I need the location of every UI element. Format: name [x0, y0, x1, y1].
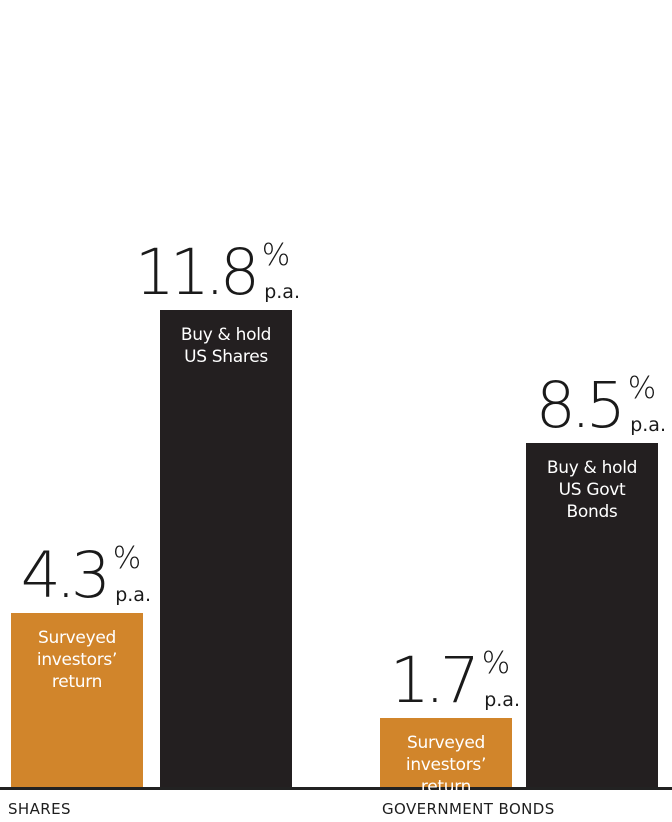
value-per-annum: p.a. [115, 584, 151, 606]
value-per-annum: p.a. [630, 414, 666, 436]
value-percent-sign: % [481, 646, 511, 681]
bar-label-bonds-buy-hold: Buy & hold US Govt Bonds [546, 458, 638, 522]
bar-label-shares-buy-hold: Buy & hold US Shares [180, 325, 272, 367]
value-percent-sign: % [627, 371, 657, 406]
value-number: 4.3 [20, 539, 111, 612]
bar-shares-surveyed: Surveyed investors’ return [11, 613, 143, 787]
value-label-shares-surveyed: 4.3% p.a. [0, 537, 157, 612]
bar-label-shares-surveyed: Surveyed investors’ return [36, 628, 118, 692]
value-label-shares-buy-hold: 11.8% p.a. [106, 234, 306, 309]
value-percent-sign: % [112, 541, 142, 576]
bar-label-bonds-surveyed: Surveyed investors’ return [405, 733, 487, 797]
bar-shares-buy-hold: Buy & hold US Shares [160, 310, 292, 787]
group-label-shares: SHARES [8, 800, 71, 818]
bar-bonds-surveyed: Surveyed investors’ return [380, 718, 512, 797]
bar-bonds-buy-hold: Buy & hold US Govt Bonds [526, 443, 658, 787]
value-percent-sign: % [261, 238, 291, 273]
value-number: 11.8 [134, 236, 260, 309]
value-number: 1.7 [389, 644, 480, 717]
value-label-bonds-buy-hold: 8.5% p.a. [472, 367, 672, 442]
value-label-bonds-surveyed: 1.7% p.a. [326, 642, 526, 717]
value-per-annum: p.a. [484, 689, 520, 711]
value-per-annum: p.a. [264, 281, 300, 303]
chart-baseline [0, 787, 672, 790]
value-number: 8.5 [535, 369, 626, 442]
group-label-government-bonds: GOVERNMENT BONDS [382, 800, 555, 818]
